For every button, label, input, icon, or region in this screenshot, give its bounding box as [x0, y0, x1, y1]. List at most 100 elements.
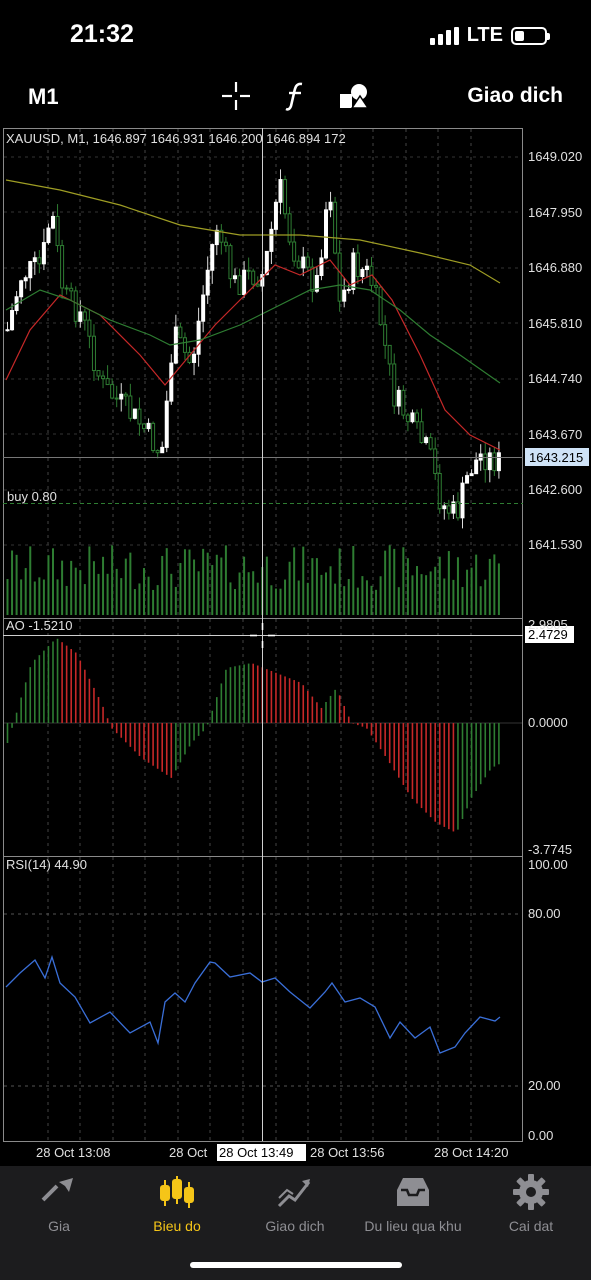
candle-body — [147, 423, 150, 428]
candle-body — [334, 202, 337, 253]
candle-body — [120, 394, 123, 399]
price-tick: 1646.880 — [528, 260, 582, 275]
candle-body — [284, 180, 287, 214]
price-chart[interactable]: 1643.215 buy 0.80 2.4729 XAUUSD, M1, 164… — [0, 125, 591, 1165]
chart-header: XAUUSD, M1, 1646.897 1646.931 1646.200 1… — [6, 131, 346, 146]
status-bar: 21:32 LTE — [0, 0, 591, 70]
candle-body — [288, 214, 291, 242]
candle-body — [197, 321, 200, 354]
candle-body — [420, 422, 423, 443]
candle-body — [74, 291, 77, 321]
tab-history[interactable]: Du lieu qua khu — [354, 1172, 472, 1234]
timeframe-button[interactable]: M1 — [28, 84, 59, 110]
tab-trade[interactable]: Giao dich — [236, 1172, 354, 1234]
candle-body — [297, 261, 300, 268]
tab-chart[interactable]: Bieu do — [118, 1172, 236, 1234]
candle-body — [293, 242, 296, 261]
tab-label: Bieu do — [118, 1218, 236, 1234]
candle-body — [11, 311, 14, 330]
candle-body — [320, 258, 323, 276]
chart-toolbar: M1 Giao dich — [0, 72, 591, 122]
candle-body — [102, 376, 105, 379]
tab-label: Giao dich — [236, 1218, 354, 1234]
candle-body — [329, 202, 332, 210]
history-inbox-icon — [393, 1172, 433, 1212]
ao-tick: -3.7745 — [528, 842, 572, 857]
candle-body — [143, 424, 146, 429]
candle-body — [461, 483, 464, 518]
rsi-tick: 80.00 — [528, 906, 561, 921]
candle-body — [497, 453, 500, 471]
candle-body — [252, 271, 255, 284]
candle-body — [384, 325, 387, 346]
candle-body — [375, 285, 378, 287]
candle-body — [475, 460, 478, 474]
candlestick-icon — [157, 1172, 197, 1212]
candle-body — [174, 327, 177, 363]
candle-body — [361, 270, 364, 277]
candle-body — [302, 257, 305, 268]
candle-body — [83, 312, 86, 320]
candle-body — [202, 295, 205, 321]
trade-chart-icon — [275, 1172, 315, 1212]
candle-body — [47, 228, 50, 242]
signal-icon — [430, 27, 459, 45]
candle-body — [234, 276, 237, 279]
candle-body — [279, 180, 282, 203]
ao-tick: 0.0000 — [528, 715, 568, 730]
price-tick: 1649.020 — [528, 149, 582, 164]
tab-label: Du lieu qua khu — [354, 1218, 472, 1234]
candle-body — [466, 476, 469, 484]
candle-body — [411, 413, 414, 422]
gear-icon — [511, 1172, 551, 1212]
objects-icon[interactable] — [338, 80, 370, 112]
candle-body — [416, 413, 419, 422]
candle-body — [65, 288, 68, 289]
candle-body — [338, 253, 341, 301]
candle-body — [52, 216, 55, 228]
candle-body — [138, 409, 141, 424]
candle-body — [425, 438, 428, 443]
price-tick: 1641.530 — [528, 537, 582, 552]
candle-body — [6, 330, 9, 331]
candle-body — [42, 243, 45, 264]
trade-button[interactable]: Giao dich — [467, 84, 563, 108]
candle-body — [379, 287, 382, 324]
rsi-tick: 20.00 — [528, 1078, 561, 1093]
candle-body — [274, 202, 277, 229]
candle-body — [429, 438, 432, 449]
candle-body — [211, 245, 214, 271]
tab-quotes[interactable]: Gia — [0, 1172, 118, 1234]
price-tick: 1647.950 — [528, 205, 582, 220]
candle-body — [124, 394, 127, 396]
time-tick: 28 Oct 14:20 — [434, 1145, 508, 1160]
price-tick: 1644.740 — [528, 371, 582, 386]
candle-body — [115, 398, 118, 399]
candle-body — [388, 345, 391, 364]
tab-label: Cai dat — [472, 1218, 590, 1234]
price-tick: 1642.600 — [528, 482, 582, 497]
candle-body — [79, 312, 82, 321]
tab-settings[interactable]: Cai dat — [472, 1172, 590, 1234]
price-tick: 1645.810 — [528, 316, 582, 331]
candle-body — [311, 267, 314, 291]
time-tick: 28 Oct — [169, 1145, 208, 1160]
candle-body — [152, 423, 155, 450]
ao-tick: 2.9805 — [528, 617, 568, 632]
candle-body — [179, 327, 182, 338]
candle-body — [161, 447, 164, 452]
candle-body — [111, 385, 114, 398]
candle-body — [256, 284, 259, 286]
candle-body — [270, 229, 273, 251]
candle-body — [183, 338, 186, 353]
candle-body — [61, 246, 64, 288]
candle-body — [238, 276, 241, 295]
rsi-tick: 100.00 — [528, 857, 568, 872]
candle-body — [470, 474, 473, 476]
crosshair-icon[interactable] — [220, 80, 252, 112]
candle-body — [488, 453, 491, 470]
home-indicator — [190, 1262, 402, 1268]
rsi-axis: 100.00 80.00 20.00 0.00 — [528, 857, 568, 1143]
function-icon[interactable] — [280, 80, 312, 112]
quotes-arrows-icon — [39, 1172, 79, 1212]
